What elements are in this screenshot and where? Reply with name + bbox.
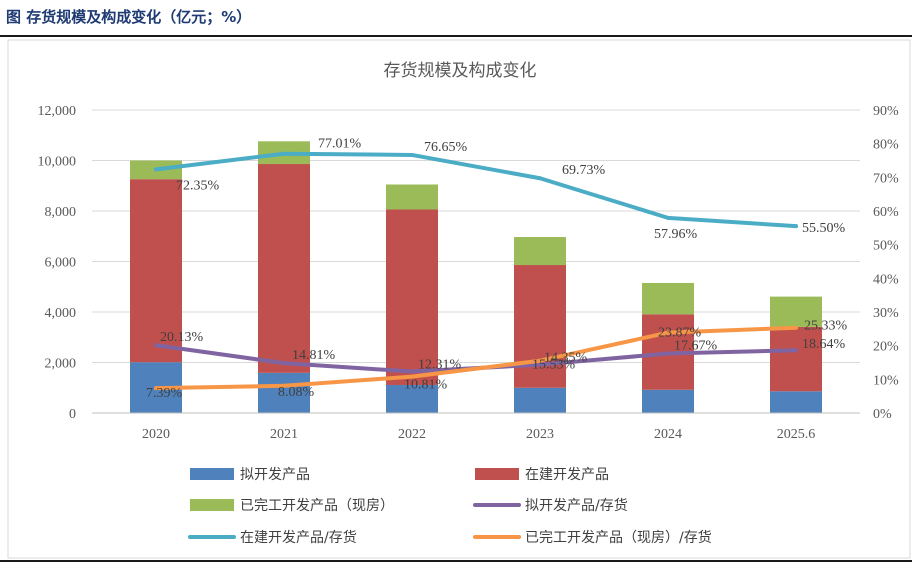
line-point [666,351,670,356]
legend-label: 拟开发产品 [240,467,310,483]
line-point [538,358,542,363]
legend-label: 拟开发产品/存货 [525,497,628,514]
data-label: 8.08% [278,385,315,400]
line-point [666,215,670,220]
data-label: 17.67% [674,339,718,354]
bar-segment [130,179,182,363]
bar-segment [642,389,694,413]
figure-title: 图 存货规模及构成变化（亿元；%） [6,8,252,26]
series-line [154,151,798,229]
x-tick-label: 2023 [526,427,554,442]
line-point [282,383,286,388]
y-left-tick-label: 10,000 [38,155,77,170]
data-label: 18.64% [802,337,846,352]
line-point [154,386,158,391]
bar-segment [258,164,310,373]
legend-swatch [190,499,234,511]
line-point [282,361,286,366]
legend-label: 在建开发产品 [525,467,609,483]
y-right-tick-label: 60% [873,205,899,220]
line-point [794,325,798,330]
y-right-tick-label: 20% [873,340,899,355]
line-point [410,369,414,374]
bar-segment [514,237,566,266]
data-label: 69.73% [562,163,606,178]
data-label: 20.13% [160,330,204,345]
line-point [410,152,414,157]
legend-label: 已完工开发产品（现房） [240,498,394,514]
bar-segment [514,387,566,413]
y-left-tick-label: 2,000 [45,357,77,372]
bar-segment [770,391,822,413]
y-right-tick-label: 30% [873,306,899,321]
top-rule [0,35,912,37]
data-label: 12.31% [418,358,462,373]
y-right-tick-label: 10% [873,373,899,388]
y-left-tick-label: 12,000 [38,104,77,119]
data-label: 10.81% [404,378,448,393]
line-point [666,330,670,335]
bar-segment [258,372,310,413]
y-right-tick-label: 40% [873,272,899,287]
bar-segment [642,282,694,315]
bar-segment [386,209,438,385]
y-left-tick-label: 8,000 [45,205,77,220]
y-right-tick-label: 50% [873,239,899,254]
bar-segment [770,296,822,327]
data-label: 55.50% [802,221,846,236]
data-label: 57.96% [654,227,698,242]
y-left-tick-label: 4,000 [45,306,77,321]
data-label: 72.35% [176,178,220,193]
x-tick-label: 2025.6 [777,427,816,442]
line-point [410,374,414,379]
data-label: 7.39% [146,386,183,401]
y-right-tick-label: 90% [873,104,899,119]
series-line [154,325,798,391]
line-point [282,151,286,156]
y-left-tick-label: 0 [69,407,76,422]
bottom-rule [0,560,912,562]
y-right-tick-label: 80% [873,138,899,153]
legend-swatch [475,468,519,480]
legend-swatch [190,468,234,480]
data-label: 15.53% [532,358,576,373]
line-point [154,343,158,348]
data-label: 76.65% [424,140,468,155]
data-label: 14.81% [292,348,336,363]
line-point [538,176,542,181]
x-tick-label: 2024 [654,427,682,442]
data-label: 14.35% [544,351,588,366]
x-tick-label: 2021 [270,427,298,442]
line-point [794,224,798,229]
line-point [154,167,158,172]
bar-segment [770,326,822,392]
y-right-tick-label: 0% [873,407,892,422]
legend-label: 在建开发产品/存货 [240,529,357,546]
bar-segment [386,384,438,413]
line-point [538,362,542,367]
y-right-tick-label: 70% [873,171,899,186]
data-label: 77.01% [318,137,362,152]
data-label: 23.87% [658,326,702,341]
data-label: 25.33% [804,319,848,334]
line-point [794,348,798,353]
legend-label: 已完工开发产品（现房）/存货 [525,529,712,546]
x-tick-label: 2022 [398,427,426,442]
y-left-tick-label: 6,000 [45,256,77,271]
x-tick-label: 2020 [142,427,170,442]
bar-segment [386,184,438,210]
chart-title: 存货规模及构成变化 [384,61,537,81]
